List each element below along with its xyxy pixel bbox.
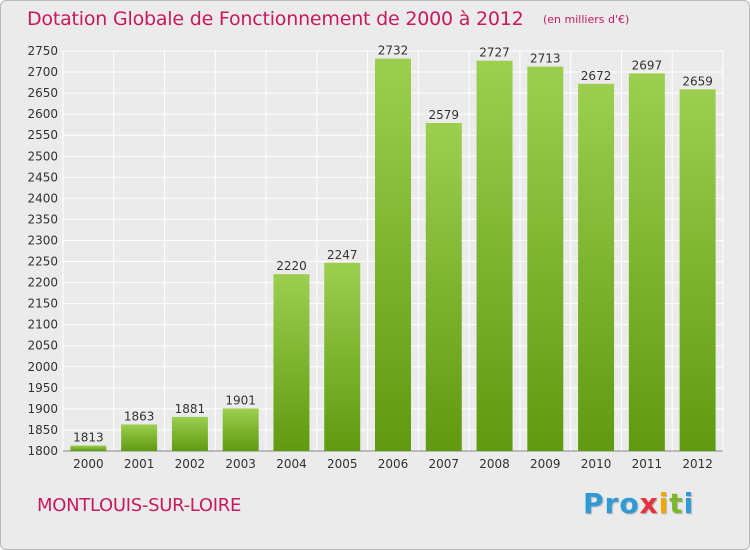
data-label: 2672 [581, 69, 612, 83]
data-label: 2727 [479, 46, 510, 60]
data-label: 2220 [276, 259, 307, 273]
y-tick-label: 2650 [27, 86, 58, 100]
data-label: 2247 [327, 248, 358, 262]
logo-letter: r [604, 487, 620, 520]
logo-letter: i [683, 487, 695, 520]
x-tick-label: 2006 [378, 457, 409, 471]
y-tick-label: 2350 [27, 212, 58, 226]
logo-letter: t [669, 487, 684, 520]
x-axis-ticks: 2000 2001 2002 2003 2004 2005 2006 2007 2008 2009… [73, 457, 713, 471]
bar [628, 73, 665, 451]
y-tick-label: 2450 [27, 170, 58, 184]
data-label: 2713 [530, 52, 561, 66]
logo-letter: o [619, 487, 640, 520]
data-label: 2697 [632, 58, 663, 72]
x-tick-label: 2000 [73, 457, 104, 471]
logo-letter: x [639, 487, 659, 520]
y-tick-label: 2550 [27, 128, 58, 142]
x-tick-label: 2005 [327, 457, 358, 471]
y-tick-label: 2100 [27, 318, 58, 332]
bar [679, 89, 716, 451]
bar [425, 123, 462, 451]
chart-title: Dotation Globale de Fonctionnement de 20… [27, 8, 524, 30]
y-axis-ticks: 1800 1850 1900 1950 2000 2050 2100 2150 2200 2250… [27, 44, 58, 458]
data-label: 2732 [378, 44, 409, 58]
bar [121, 424, 158, 451]
y-tick-label: 2150 [27, 297, 58, 311]
y-tick-label: 1900 [27, 402, 58, 416]
logo-letter: P [583, 487, 605, 520]
x-tick-label: 2011 [632, 457, 663, 471]
data-label: 1813 [73, 431, 104, 445]
y-tick-label: 2300 [27, 233, 58, 247]
bar [222, 408, 259, 451]
x-tick-label: 2012 [682, 457, 713, 471]
bar [476, 60, 513, 452]
x-tick-label: 2009 [530, 457, 561, 471]
x-tick-label: 2002 [175, 457, 206, 471]
chart-subtitle: (en milliers d'€) [543, 13, 630, 26]
data-label: 2659 [682, 74, 713, 88]
y-tick-label: 2700 [27, 65, 58, 79]
data-label: 1901 [225, 393, 256, 407]
x-tick-label: 2010 [581, 457, 612, 471]
x-tick-label: 2004 [276, 457, 307, 471]
y-tick-label: 2250 [27, 255, 58, 269]
bar [527, 66, 564, 451]
y-tick-label: 2050 [27, 339, 58, 353]
data-label: 2579 [428, 108, 459, 122]
logo-letter: i [658, 487, 670, 520]
data-label: 1863 [124, 409, 155, 423]
proxiti-logo: Proxiti [583, 487, 694, 520]
x-tick-label: 2008 [479, 457, 510, 471]
commune-name: MONTLOUIS-SUR-LOIRE [37, 495, 242, 516]
y-tick-label: 2000 [27, 360, 58, 374]
y-tick-label: 2400 [27, 191, 58, 205]
y-tick-label: 1850 [27, 423, 58, 437]
y-tick-label: 2600 [27, 107, 58, 121]
bar [324, 262, 361, 451]
x-tick-label: 2001 [124, 457, 155, 471]
x-tick-label: 2003 [225, 457, 256, 471]
x-tick-label: 2007 [428, 457, 459, 471]
y-tick-label: 2750 [27, 44, 58, 58]
data-label: 1881 [175, 402, 206, 416]
bar [171, 416, 208, 451]
bars [70, 58, 716, 452]
y-tick-label: 2500 [27, 149, 58, 163]
y-tick-label: 2200 [27, 276, 58, 290]
bar [70, 445, 107, 451]
y-tick-label: 1800 [27, 444, 58, 458]
data-labels: 1813 1863 1881 1901 2220 2247 2732 2579 2727 2713… [73, 44, 713, 445]
y-tick-label: 1950 [27, 381, 58, 395]
bar [375, 58, 411, 451]
bar [273, 274, 310, 451]
bar [578, 83, 615, 451]
